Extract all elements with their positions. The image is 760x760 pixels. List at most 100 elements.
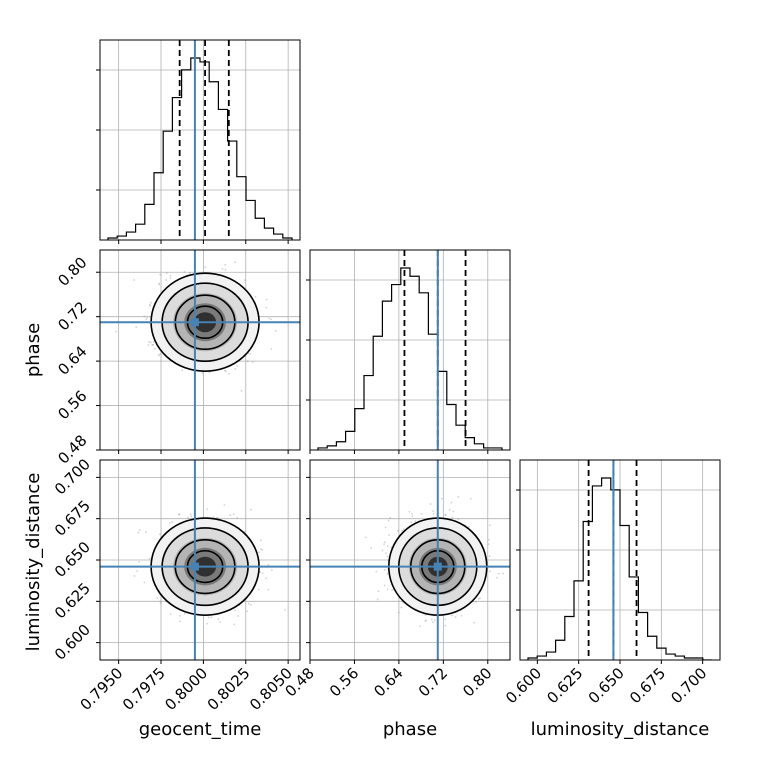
sample-point: [283, 608, 286, 611]
histogram-bin: [419, 293, 428, 450]
sample-point: [158, 282, 160, 285]
sample-point: [115, 330, 118, 333]
sample-point: [159, 602, 162, 605]
histogram-bin: [592, 486, 601, 660]
xlabel-phase: phase: [383, 719, 437, 740]
sample-point: [386, 555, 389, 558]
sample-point: [158, 283, 161, 286]
sample-point: [251, 361, 254, 363]
sample-point: [150, 301, 152, 304]
histogram-bin: [565, 616, 574, 660]
sample-point: [502, 572, 505, 575]
sample-point: [260, 548, 262, 551]
sample-point: [169, 522, 171, 524]
y-tick-label: 0.64: [54, 342, 90, 378]
sample-point: [228, 372, 230, 375]
sample-point: [156, 597, 159, 600]
sample-point: [448, 509, 451, 511]
sample-point: [444, 618, 447, 621]
sample-point: [254, 295, 257, 298]
histogram-bin: [274, 234, 283, 240]
y-tick-label: 0.72: [54, 298, 90, 334]
sample-point: [261, 548, 264, 551]
sample-point: [400, 606, 403, 609]
x-tick-label: 0.650: [585, 664, 628, 707]
histogram-bin: [237, 177, 246, 240]
sample-point: [181, 369, 184, 372]
sample-point: [259, 571, 261, 573]
sample-point: [147, 344, 150, 346]
histogram-bin: [456, 425, 465, 450]
sample-point: [265, 298, 268, 301]
sample-point: [145, 531, 147, 534]
sample-point: [151, 343, 154, 346]
x-tick-label: 0.80: [459, 664, 495, 700]
sample-point: [457, 518, 460, 521]
sample-point: [159, 353, 161, 356]
histogram-bin: [648, 636, 657, 660]
sample-point: [432, 621, 434, 624]
sample-point: [149, 304, 152, 307]
sample-point: [159, 600, 162, 603]
sample-point: [193, 244, 195, 246]
x-tick-label: 0.600: [502, 664, 545, 707]
sample-point: [452, 510, 455, 513]
histogram-bin: [355, 409, 364, 450]
histogram-bin: [172, 98, 181, 240]
sample-point: [171, 521, 174, 523]
sample-point: [370, 547, 372, 549]
sample-point: [430, 618, 433, 621]
sample-point: [388, 534, 391, 536]
sample-point: [158, 533, 161, 536]
sample-point: [206, 622, 208, 625]
x-tick-label: 0.64: [370, 664, 406, 700]
x-tick-label: 0.72: [415, 664, 451, 700]
sample-point: [234, 367, 237, 370]
histogram-outline: [527, 477, 712, 660]
sample-point: [433, 619, 436, 622]
sample-point: [450, 501, 453, 504]
sample-point: [133, 279, 136, 281]
panel-2d-luminosity-distance-vs-phase: 0.48 0.56 0.64 0.72 0.80: [281, 459, 511, 700]
sample-point: [411, 515, 414, 518]
sample-point: [143, 315, 146, 318]
histogram-bin: [620, 525, 629, 660]
sample-point: [424, 620, 427, 623]
panel-hist-geocent-time: [96, 39, 301, 244]
sample-point: [475, 600, 477, 603]
sample-point: [473, 621, 476, 624]
sample-point: [401, 529, 403, 532]
histogram-bin: [602, 478, 611, 660]
sample-point: [386, 545, 389, 547]
histogram-bin: [410, 276, 419, 450]
sample-point: [148, 303, 151, 306]
x-tick-label: 0.7950: [77, 664, 127, 714]
sample-point: [488, 538, 490, 541]
sample-point: [265, 577, 268, 580]
sample-point: [143, 581, 146, 584]
sample-point: [383, 569, 386, 571]
panel-hist-phase: [306, 249, 511, 454]
sample-point: [432, 510, 435, 512]
sample-point: [384, 526, 387, 529]
sample-point: [188, 272, 191, 274]
histogram-bin: [392, 285, 401, 450]
histogram-bin: [364, 376, 373, 450]
sample-point: [169, 274, 172, 277]
sample-point: [397, 529, 399, 532]
sample-point: [381, 549, 384, 552]
sample-point: [270, 318, 273, 321]
sample-point: [460, 614, 463, 617]
sample-point: [420, 512, 423, 515]
sample-point: [410, 521, 413, 524]
y-tick-label: 0.675: [51, 497, 94, 540]
histogram-bin: [428, 334, 437, 450]
sample-point: [183, 271, 186, 273]
sample-point: [219, 621, 222, 623]
sample-point: [477, 597, 480, 600]
histogram-bin: [438, 371, 447, 450]
y-tick-label: 0.600: [51, 621, 94, 664]
histogram-bin: [154, 173, 163, 240]
sample-point: [249, 603, 252, 606]
